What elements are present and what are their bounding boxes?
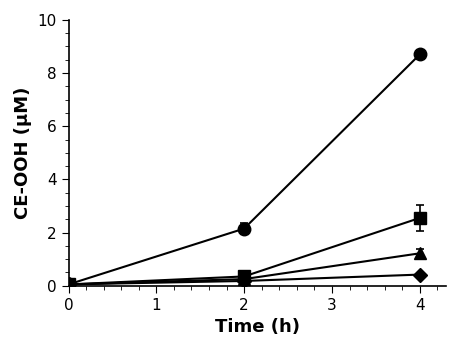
Y-axis label: CE-OOH (μM): CE-OOH (μM) [14, 87, 32, 219]
X-axis label: Time (h): Time (h) [214, 318, 299, 336]
